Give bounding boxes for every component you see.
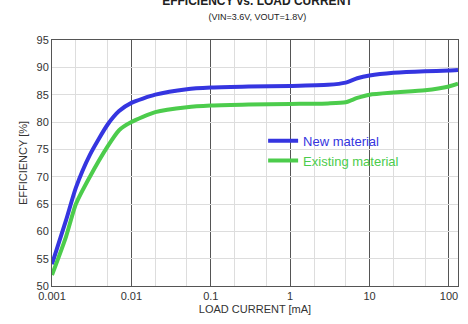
svg-text:50: 50 [37, 280, 49, 292]
svg-text:New material: New material [303, 134, 379, 149]
svg-text:60: 60 [37, 225, 49, 237]
svg-text:65: 65 [37, 198, 49, 210]
svg-text:0.001: 0.001 [38, 290, 66, 302]
svg-text:100: 100 [440, 290, 458, 302]
svg-text:0.01: 0.01 [121, 290, 142, 302]
svg-text:EFFICIENCY [%]: EFFICIENCY [%] [17, 121, 29, 205]
svg-text:Existing material: Existing material [303, 154, 398, 169]
svg-text:90: 90 [37, 61, 49, 73]
svg-text:70: 70 [37, 171, 49, 183]
svg-text:0.1: 0.1 [203, 290, 218, 302]
svg-text:80: 80 [37, 116, 49, 128]
svg-text:EFFICIENCY vs. LOAD CURRENT(VI: EFFICIENCY vs. LOAD CURRENT(VIN=3.6V, VO… [162, 0, 353, 22]
svg-text:LOAD CURRENT [mA]: LOAD CURRENT [mA] [199, 303, 311, 315]
svg-text:55: 55 [37, 253, 49, 265]
svg-text:75: 75 [37, 143, 49, 155]
svg-text:1: 1 [287, 290, 293, 302]
svg-text:95: 95 [37, 34, 49, 46]
svg-text:10: 10 [363, 290, 375, 302]
svg-text:85: 85 [37, 89, 49, 101]
